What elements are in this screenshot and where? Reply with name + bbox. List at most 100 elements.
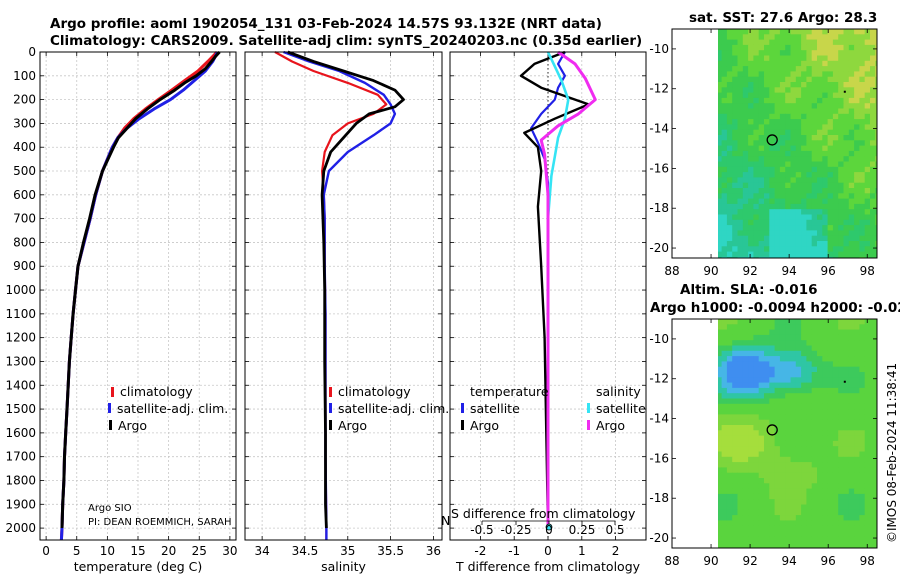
map-cell [721, 251, 728, 258]
series-line-satellite-adj-clim- [283, 50, 397, 540]
map-cell [774, 472, 781, 479]
map-cell [790, 92, 797, 99]
map-cell [742, 66, 749, 72]
map-cell [718, 340, 722, 346]
map-cell [711, 515, 717, 521]
map-cell [758, 377, 765, 383]
map-cell [843, 451, 850, 458]
map-cell [864, 345, 871, 352]
map-cell [848, 256, 855, 258]
map-cell [795, 108, 802, 115]
map-cell [843, 515, 850, 521]
map-cell [769, 82, 775, 88]
map-cell [737, 60, 744, 67]
map-cell [753, 50, 760, 56]
map-cell [827, 515, 834, 521]
map-cell [753, 525, 760, 532]
map-cell [854, 334, 860, 341]
map-cell [764, 66, 770, 72]
map-cell [774, 319, 781, 325]
map-cell [838, 246, 844, 252]
map-cell [726, 546, 733, 548]
map-cell [864, 509, 871, 516]
map-cell [827, 531, 834, 537]
map-cell [718, 219, 722, 226]
map-cell [779, 177, 786, 184]
map-cell [779, 97, 786, 104]
depth-tick-label: 1800 [5, 473, 36, 487]
x-tick-label: 1 [578, 544, 586, 558]
map-cell [806, 440, 813, 447]
map-cell [827, 172, 834, 178]
map-cell [864, 172, 871, 178]
map-cell [732, 329, 738, 336]
map-cell [774, 340, 781, 346]
map-cell [758, 403, 765, 410]
map-cell [859, 156, 866, 162]
map-cell [779, 350, 786, 357]
map-cell [801, 230, 807, 237]
map-cell [769, 145, 775, 152]
map-cell [811, 387, 818, 394]
map-cell [785, 451, 791, 458]
map-cell [806, 76, 813, 83]
map-cell [737, 156, 744, 162]
map-cell [817, 214, 823, 221]
map-cell [737, 198, 744, 205]
map-cell [817, 509, 823, 516]
map-cell [764, 531, 770, 537]
map-cell [718, 456, 722, 463]
map-cell [822, 451, 828, 458]
map-cell [864, 499, 871, 505]
map-cell [817, 546, 823, 548]
map-cell [711, 393, 717, 399]
map-cell [758, 209, 765, 215]
map-cell [779, 483, 786, 489]
map-cell [870, 467, 876, 474]
map-cell [827, 488, 834, 495]
map-cell [832, 456, 839, 463]
map-cell [811, 172, 818, 178]
map-cell [832, 34, 839, 40]
map-cell [817, 60, 823, 67]
map-cell [737, 541, 744, 548]
map-cell [795, 34, 802, 40]
map-cell [864, 430, 871, 436]
map-cell [785, 108, 791, 115]
map-cell [854, 50, 860, 56]
map-cell [737, 172, 744, 178]
map-cell [870, 361, 876, 368]
map-cell [795, 251, 802, 258]
map-cell [737, 124, 744, 131]
map-cell [838, 50, 844, 56]
map-cell [848, 50, 855, 56]
map-cell [806, 398, 813, 405]
map-cell [848, 525, 855, 532]
map-cell [801, 520, 807, 527]
map-cell [801, 531, 807, 537]
map-cell [790, 166, 797, 173]
map-cell [785, 393, 791, 399]
map-cell [790, 198, 797, 205]
map-cell [854, 531, 860, 537]
map-cell [779, 414, 786, 421]
map-cell [742, 87, 749, 93]
map-cell [790, 319, 797, 325]
map-cell [737, 393, 744, 399]
map-cell [753, 92, 760, 99]
map-cell [726, 124, 733, 131]
map-cell [711, 404, 717, 410]
map-cell [817, 246, 823, 252]
map-cell [711, 335, 717, 341]
map-cell [832, 161, 839, 168]
map-cell [806, 319, 813, 325]
map-cell [870, 531, 876, 537]
map-cell [838, 409, 844, 415]
map-cell [817, 177, 823, 184]
map-cell [726, 414, 733, 421]
map-cell [785, 50, 791, 56]
map-cell [859, 440, 866, 447]
map-cell [864, 356, 871, 362]
map-cell [864, 493, 871, 500]
map-cell [811, 76, 818, 83]
